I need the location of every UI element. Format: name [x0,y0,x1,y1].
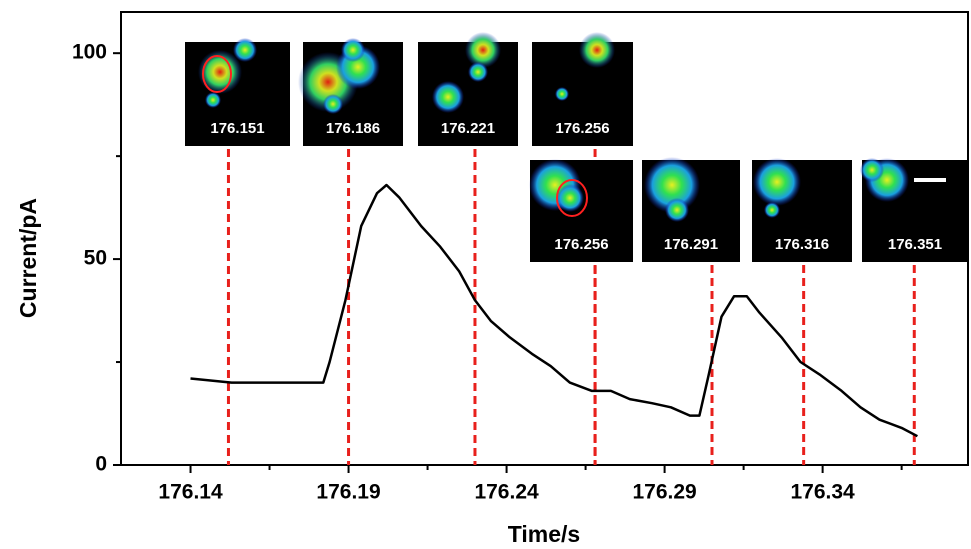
inset-blob [341,38,365,62]
x-tick-label: 176.14 [158,481,223,504]
inset-image: 176.256 [532,32,633,146]
inset-blob [555,87,569,101]
inset-image: 176.291 [642,157,740,262]
inset-blob [753,158,801,206]
inset-label: 176.256 [555,120,609,137]
inset-blob [432,81,464,113]
inset-label: 176.221 [441,120,495,137]
inset-blob [556,184,584,212]
y-tick-label: 100 [72,41,107,64]
inset-blob [468,62,488,82]
y-tick-label: 50 [84,247,107,270]
inset-blob [323,94,343,114]
inset-blob [644,157,700,213]
inset-blob [205,92,221,108]
inset-image: 176.256 [529,159,633,262]
inset-image: 176.151 [185,38,290,146]
inset-label: 176.186 [326,120,380,137]
inset-blob [465,32,501,68]
y-axis-label: Current/pA [15,198,41,318]
inset-circle [202,55,232,93]
inset-blob [198,50,242,94]
x-axis-label: Time/s [508,521,580,547]
x-tick-label: 176.34 [791,481,856,504]
inset-label: 176.316 [775,236,829,253]
inset-image: 176.351 [860,158,968,262]
inset-label: 176.151 [210,120,264,137]
x-tick-label: 176.19 [316,481,380,504]
x-tick-label: 176.24 [474,481,539,504]
inset-label: 176.291 [664,236,718,253]
inset-blob [764,202,780,218]
inset-circle [556,179,588,217]
x-tick-label: 176.29 [632,481,696,504]
inset-label: 176.256 [554,236,608,253]
inset-label: 176.351 [888,236,942,253]
current-trace [190,183,918,438]
inset-blob [860,158,884,182]
inset-blob [579,32,615,68]
inset-image: 176.221 [418,32,518,146]
inset-blob [665,198,689,222]
inset-image: 176.186 [298,38,403,146]
inset-image: 176.316 [752,158,852,262]
y-tick-label: 0 [95,453,107,476]
inset-blob [233,38,257,62]
